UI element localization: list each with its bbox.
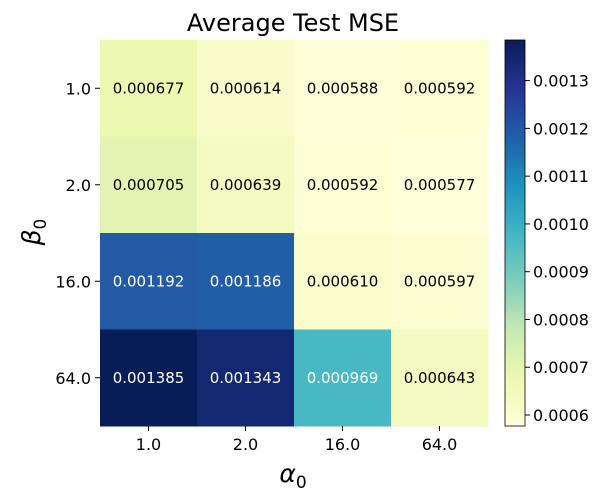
heatmap-cell [294,329,392,427]
heatmap-cell-value: 0.000610 [307,272,379,290]
heatmap-cell-value: 0.000592 [307,176,379,194]
y-axis-label: β0 [17,219,51,247]
heatmap-cell-value: 0.000597 [404,272,476,290]
heatmap-cell-value: 0.000969 [307,369,379,387]
heatmap-cell [294,40,392,137]
heatmap-cell-value: 0.001385 [113,369,185,387]
heatmap-cell [391,136,489,234]
heatmap-cell [100,233,198,330]
colorbar-tick-label: 0.0012 [533,119,589,138]
heatmap-cell-value: 0.001343 [210,369,282,387]
colorbar-tick-label: 0.0010 [533,215,589,234]
heatmap-cell [100,40,198,137]
heatmap-cell-value: 0.000643 [404,369,476,387]
y-tick-label: 16.0 [55,272,91,291]
colorbar-tick-label: 0.0008 [533,310,589,329]
heatmap-cells [100,40,489,427]
heatmap-cell [294,233,392,330]
heatmap-cell-value: 0.000677 [113,79,185,97]
heatmap-cell [197,136,295,234]
y-axis-label-symbol: β [17,229,46,246]
colorbar-ticks: 0.0006 0.0007 0.0008 0.0009 0.0010 0.0011 0.00… [525,72,589,425]
colorbar [504,39,526,427]
heatmap-cell [197,233,295,330]
heatmap-cell-value: 0.000592 [404,79,476,97]
heatmap-cell-value: 0.001186 [210,272,282,290]
y-tick-label: 1.0 [66,79,91,98]
x-axis-label-subscript: 0 [296,473,307,493]
heatmap-cell-value: 0.000705 [113,176,185,194]
heatmap-cell [391,329,489,427]
heatmap-cell-value: 0.000639 [210,176,282,194]
heatmap-cell [197,40,295,137]
y-axis-ticks: 1.0 2.0 16.0 64.0 [55,79,100,388]
heatmap-cell-value: 0.001192 [113,272,185,290]
y-axis-label-subscript: 0 [31,219,51,230]
colorbar-tick-label: 0.0011 [533,167,589,186]
heatmap-cell [197,329,295,427]
colorbar-tick-label: 0.0007 [533,358,589,377]
x-axis-label-symbol: α [279,459,296,488]
heatmap-cell-value: 0.000577 [404,176,476,194]
chart-title: Average Test MSE [187,9,399,37]
x-tick-label: 1.0 [136,435,161,454]
colorbar-tick-label: 0.0009 [533,263,589,282]
x-tick-label: 2.0 [233,435,258,454]
heatmap-cell-value: 0.000588 [307,79,379,97]
heatmap-cell [391,233,489,330]
x-axis-label: α0 [279,459,306,493]
x-tick-label: 64.0 [422,435,458,454]
x-tick-label: 16.0 [325,435,361,454]
heatmap-cell-value: 0.000614 [210,79,282,97]
heatmap-cell-labels: 0.000677 0.000614 0.000588 0.000592 0.000705… [113,79,476,387]
colorbar-tick-label: 0.0006 [533,406,589,425]
y-tick-label: 64.0 [55,369,91,388]
heatmap-cell [391,40,489,137]
heatmap-cell [294,136,392,234]
heatmap-cell [100,136,198,234]
y-tick-label: 2.0 [66,176,91,195]
colorbar-tick-label: 0.0013 [533,72,589,91]
x-axis-ticks: 1.0 2.0 16.0 64.0 [136,426,458,454]
heatmap-cell [100,329,198,427]
